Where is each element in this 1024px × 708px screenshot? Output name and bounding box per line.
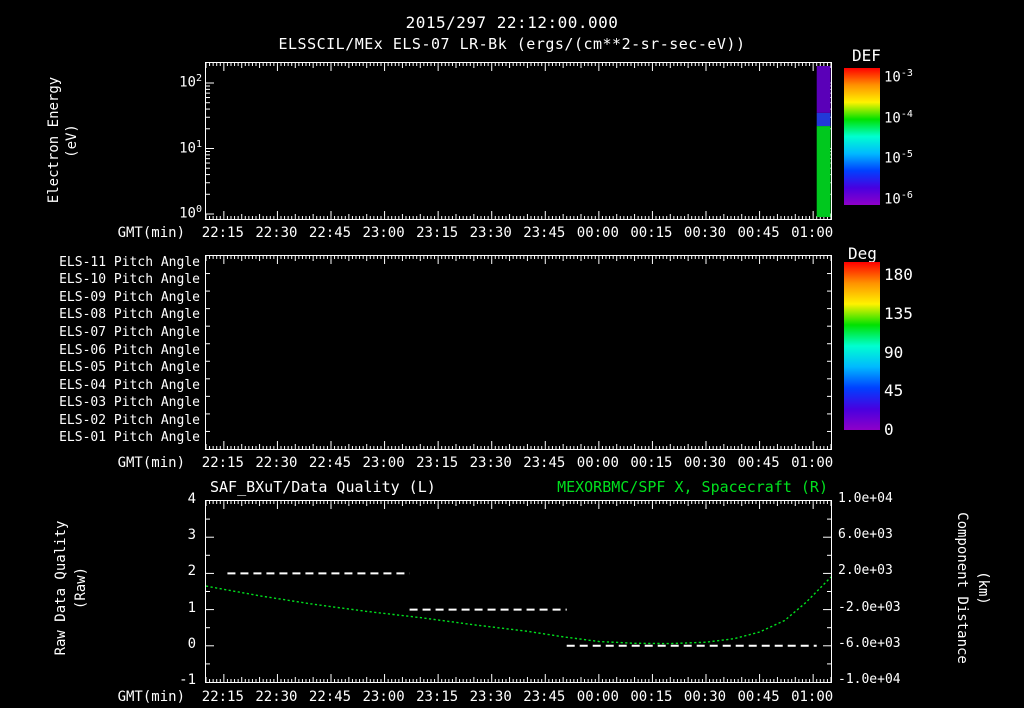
spectrum-band [816,126,831,217]
def-colorbar-tick: 10-6 [884,190,913,208]
deg-colorbar-title: Deg [848,244,877,263]
x-tick-label: 00:45 [737,225,780,241]
x-tick-label: 01:00 [791,689,834,705]
x-tick-label: 01:00 [791,455,834,471]
deg-colorbar-tick: 180 [884,265,913,284]
spacecraft-distance-curve [206,576,831,645]
els-row-label: ELS-08 Pitch Angle [59,307,200,323]
panel3-right-y-tick: 6.0e+03 [838,527,893,543]
deg-colorbar-tick: 45 [884,381,904,401]
quality-distance-plot-layer [206,501,831,682]
panel3-left-y-tick: -1 [179,672,196,688]
x-tick-label: 00:15 [630,689,673,705]
x-tick-label: 23:00 [362,689,405,705]
spectrum-band [816,66,831,113]
els-row-label: ELS-06 Pitch Angle [59,342,200,358]
x-tick-label: 22:45 [308,455,352,471]
datetime-title: 2015/297 22:12:00.000 [405,13,619,32]
panel3-left-y-tick: 1 [187,599,196,616]
els-row-label: ELS-05 Pitch Angle [59,360,200,376]
def-colorbar [844,68,880,205]
x-tick-label: 01:00 [791,225,834,241]
panel3-right-y-axis-label: Component Distance [954,512,970,664]
x-tick-label: 22:15 [201,689,244,705]
els-row-label: ELS-07 Pitch Angle [59,324,200,340]
panel3-right-y-tick: -6.0e+03 [838,635,901,651]
panel1-y-axis-units: (eV) [64,124,80,158]
x-tick-label: 23:15 [416,225,459,241]
deg-colorbar [844,262,880,430]
deg-colorbar-tick: 135 [884,303,913,323]
quality-distance-panel [205,500,832,683]
def-colorbar-title: DEF [852,46,881,65]
x-tick-label: 00:00 [576,225,619,241]
x-tick-label: 23:30 [469,689,512,705]
panel3-left-y-tick: 4 [187,491,196,507]
x-tick-label: 00:30 [683,455,727,471]
panel3-right-y-tick: -1.0e+04 [838,672,901,687]
x-tick-label: 23:00 [362,225,405,241]
x-tick-label: 22:45 [308,689,352,705]
pitch-angle-ticks-layer [206,256,831,449]
els-row-label: ELS-04 Pitch Angle [59,377,200,393]
x-tick-label: 23:45 [523,455,566,471]
x-tick-label: 00:00 [576,455,619,471]
x-tick-label: 00:30 [683,689,727,705]
x-tick-label: 00:30 [683,225,727,241]
spectrogram-ticks-layer [206,63,831,219]
x-tick-label: 00:45 [737,455,780,471]
x-tick-label: 22:15 [201,225,244,241]
panel1-y-tick: 100 [179,204,202,222]
els-row-label: ELS-10 Pitch Angle [59,272,200,288]
plot-title: ELSSCIL/MEx ELS-07 LR-Bk (ergs/(cm**2-sr… [278,35,746,53]
deg-colorbar-tick: 0 [884,420,894,439]
deg-colorbar-tick: 90 [884,342,904,362]
x-tick-label: 00:45 [737,689,780,705]
panel3-left-y-tick: 3 [187,527,196,544]
panel3-left-y-tick: 2 [187,563,196,580]
panel3-right-y-tick: 2.0e+03 [838,563,893,579]
panel3-left-title: SAF_BXuT/Data Quality (L) [210,478,436,496]
x-tick-label: 23:45 [523,689,566,705]
spectrum-band [816,112,831,127]
panel3-right-title: MEXORBMC/SPF X, Spacecraft (R) [557,478,828,496]
x-tick-label: 23:45 [523,225,566,241]
x-tick-label: 22:15 [201,455,244,471]
gmt-axis-label: GMT(min) [117,455,185,471]
def-colorbar-tick: 10-5 [884,149,913,168]
def-colorbar-tick: 10-4 [884,108,913,127]
panel3-right-y-tick: -2.0e+03 [838,599,901,615]
panel3-left-y-tick: 0 [187,635,196,652]
panel1-y-tick: 102 [179,73,202,91]
panel3-right-y-tick: 1.0e+04 [838,491,893,506]
x-tick-label: 22:30 [255,689,298,705]
x-tick-label: 23:15 [416,455,459,471]
els-row-label: ELS-02 Pitch Angle [59,412,200,428]
x-tick-label: 23:15 [416,689,459,705]
x-tick-label: 23:00 [362,455,405,471]
panel1-y-axis-label: Electron Energy [46,76,62,204]
x-tick-label: 00:00 [576,689,619,705]
gmt-axis-label: GMT(min) [117,689,185,705]
els-row-label: ELS-11 Pitch Angle [59,254,200,270]
gmt-axis-label: GMT(min) [117,225,185,241]
panel3-right-y-axis-units: (km) [975,571,991,605]
x-tick-label: 22:30 [255,225,298,241]
x-tick-label: 22:30 [255,455,298,471]
x-tick-label: 23:30 [469,455,512,471]
pitch-angle-panel [205,255,832,450]
x-tick-label: 22:45 [308,225,352,241]
els-row-label: ELS-09 Pitch Angle [59,289,200,305]
x-tick-label: 23:30 [469,225,512,241]
spectrogram-panel [205,62,832,220]
els-row-label: ELS-01 Pitch Angle [59,430,200,446]
els-row-label: ELS-03 Pitch Angle [59,395,200,411]
x-tick-label: 00:15 [630,225,673,241]
panel3-left-y-axis-units: (Raw) [73,566,89,610]
x-tick-label: 00:15 [630,455,673,471]
panel1-y-tick: 101 [179,138,202,157]
def-colorbar-tick: 10-3 [884,68,913,86]
panel3-left-y-axis-label: Raw Data Quality [53,520,69,656]
